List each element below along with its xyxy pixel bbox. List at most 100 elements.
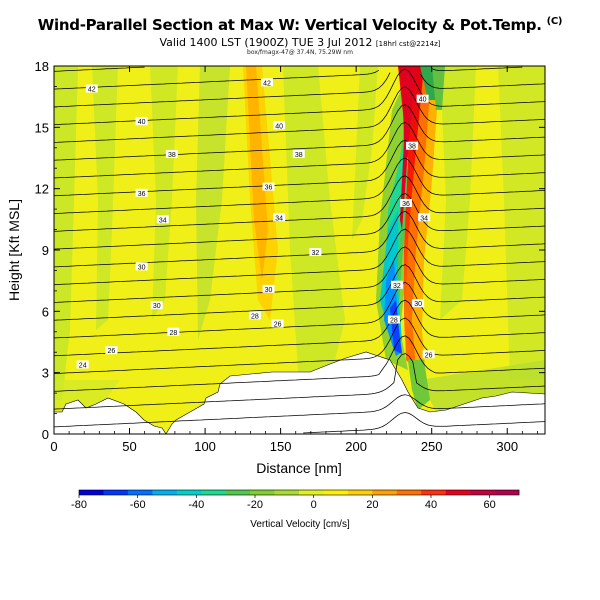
colorbar-swatch [347,490,373,495]
isentrope-label: 30 [265,287,273,294]
isentrope-label-bg [261,78,274,87]
colorbar-tick-label: -60 [130,499,146,511]
isentrope-line [54,317,545,374]
isentrope-label-bg [292,149,305,158]
isentrope-labels: 42 42 40 40 40 38 38 38 36 36 36 34 34 34 32 32 30 30 30 30… [76,78,435,369]
colorbar-swatch [225,490,251,495]
colorbar-tick-label: 20 [366,499,378,511]
isentrope-label: 40 [138,119,146,126]
velocity-field [54,66,545,434]
isentrope-label: 36 [265,185,273,192]
colorbar-swatch [299,490,324,495]
x-tick-label: 200 [345,439,367,454]
chart-subtitle-2: box/fmagx-47@ 37.4N, 75.29W nm [247,49,353,56]
isentrope-line [54,157,545,214]
isentrope-label: 26 [274,322,282,329]
x-axis: 0 50 100 150 200 250 300 [50,66,538,454]
isentrope-label: 38 [408,144,416,151]
isentrope-line [54,228,545,286]
isentrope-label-bg [406,141,419,150]
colorbar-swatch [494,490,520,495]
isentrope-line [54,299,545,357]
colorbar-swatch [323,490,349,495]
isentrope-label-bg [418,213,431,222]
x-tick-label: 150 [270,439,292,454]
isentrope-label: 36 [138,191,146,198]
isentrope-label-bg [85,84,98,93]
colorbar-tick-label: 40 [425,499,437,511]
isentrope-label: 26 [108,348,116,355]
colorbar-ticks: -80 -60 -40 -20 0 20 40 60 [71,495,496,511]
isentrope-label-bg [135,262,148,271]
colorbar-swatch [152,490,178,495]
isentrope-line [54,264,545,321]
isentrope-label: 34 [275,215,283,222]
isentrope-label-bg [135,117,148,126]
isentrope-label: 42 [263,80,271,87]
x-axis-label: Distance [nm] [256,460,342,476]
isentrope-line [54,246,545,303]
isentrope-label-bg [150,301,163,310]
colorbar-tick-label: 0 [311,499,317,511]
isentrope-line [54,104,545,161]
isentrope-label-bg [135,188,148,197]
colorbar-swatch [250,490,275,495]
isentrope-line [54,175,545,232]
isentrope-label-bg [76,360,89,369]
y-axis-label: Height [Kft MSL] [6,199,22,301]
isentrope-label-bg [416,94,429,103]
isentrope-line [54,72,545,108]
colorbar-swatch [201,490,226,495]
isentrope-line [54,281,545,339]
colorbar-label: Vertical Velocity [cm/s] [250,519,350,530]
isentrope-line [54,86,545,143]
isentrope-line [303,412,545,434]
isentrope-line [54,121,545,179]
isentrope-label-bg [400,198,413,207]
isentrope-label-bg [273,121,286,130]
isentrope-label: 42 [88,86,96,93]
x-tick-label: 300 [496,439,518,454]
isentrope-label-bg [165,149,178,158]
terrain [53,351,546,435]
isentrope-line [54,353,545,410]
isentrope-label: 30 [414,301,422,308]
x-tick-label: 250 [421,439,443,454]
x-tick-label: 100 [194,439,216,454]
colorbar-swatch [470,490,495,495]
isentrope-line [54,193,545,250]
isentrope-label-bg [262,182,275,191]
isentrope-label-bg [309,248,322,257]
isentrope-label-bg [273,213,286,222]
colorbar-tick-label: -20 [247,499,263,511]
isentrope-label-bg [271,319,284,328]
chart-subtitle: Valid 1400 LST (1900Z) TUE 3 Jul 2012 [1… [159,36,441,49]
isentrope-label: 24 [79,362,87,369]
colorbar-swatch [396,490,422,495]
y-tick-label: 0 [42,427,49,442]
isentrope-label: 30 [138,264,146,271]
colorbar-swatch [176,490,202,495]
colorbar [78,489,520,496]
isentrope-label-bg [167,327,180,336]
y-tick-label: 6 [42,304,49,319]
colorbar-swatch [274,490,300,495]
colorbar-swatch [372,490,398,495]
isentrope-label: 32 [393,283,401,290]
colorbar-tick-label: 60 [484,499,496,511]
isentrope-label-bg [387,315,400,324]
isentrope-label-bg [156,215,169,224]
isentrope-label: 40 [419,97,427,104]
isentrope-label: 32 [311,250,319,257]
colorbar-frame [78,489,520,496]
isentrope-label: 26 [425,352,433,359]
colorbar-swatch [103,490,129,495]
isentrope-line [54,335,545,392]
isentrope-label: 28 [251,313,259,320]
x-tick-label: 0 [50,439,57,454]
y-tick-label: 15 [35,120,49,135]
isentrope-label: 38 [295,152,303,159]
isentrope-label-bg [412,299,425,308]
isentrope-label: 38 [168,152,176,159]
